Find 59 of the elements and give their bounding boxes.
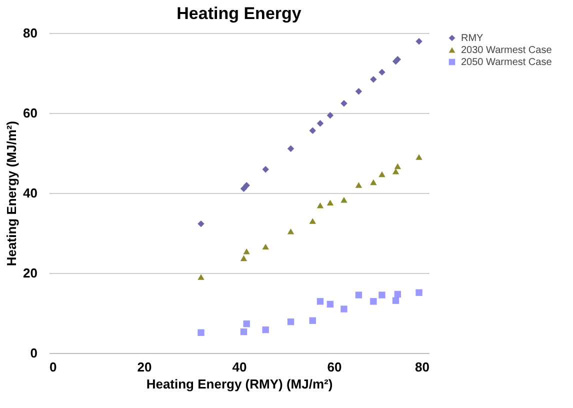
point xyxy=(198,329,204,336)
point xyxy=(316,120,324,127)
x-axis-title: Heating Energy (RMY) (MJ/m²) xyxy=(146,376,333,392)
point xyxy=(378,171,386,178)
x-tick-label: 0 xyxy=(50,360,57,374)
point xyxy=(416,289,422,296)
y-tick-label: 20 xyxy=(23,266,38,280)
y-tick-label: 40 xyxy=(23,186,38,200)
point xyxy=(394,163,402,170)
point xyxy=(262,166,269,173)
legend-label: RMY xyxy=(461,33,484,44)
point xyxy=(309,127,316,134)
point xyxy=(370,298,377,305)
legend-label: 2050 Warmest Case xyxy=(461,57,552,68)
point xyxy=(316,298,324,305)
x-tick-label: 60 xyxy=(327,360,342,374)
point xyxy=(316,202,324,208)
legend-label: 2030 Warmest Case xyxy=(461,45,552,56)
point xyxy=(240,185,248,192)
point xyxy=(340,196,348,203)
point xyxy=(326,200,334,206)
point xyxy=(262,326,269,334)
point xyxy=(340,100,348,107)
y-tick-label: 80 xyxy=(23,26,38,40)
point xyxy=(416,154,422,160)
point xyxy=(370,76,377,83)
point xyxy=(355,292,362,298)
y-tick-label: 0 xyxy=(30,346,38,360)
point xyxy=(392,297,400,304)
point xyxy=(309,317,316,324)
point xyxy=(309,218,316,224)
point xyxy=(287,228,294,234)
point xyxy=(326,112,334,119)
point xyxy=(198,220,204,228)
point xyxy=(340,306,348,312)
x-tick-label: 40 xyxy=(232,360,247,374)
point xyxy=(287,145,294,152)
point xyxy=(326,300,334,308)
point xyxy=(243,320,250,328)
point xyxy=(416,38,422,45)
point xyxy=(355,88,362,95)
point xyxy=(287,318,294,326)
y-tick-label: 60 xyxy=(23,106,38,120)
point xyxy=(378,292,386,298)
point xyxy=(240,255,248,262)
chart-title: Heating Energy xyxy=(176,4,302,23)
point xyxy=(378,68,386,76)
point xyxy=(355,182,362,188)
point xyxy=(243,248,250,254)
x-tick-label: 80 xyxy=(415,360,430,374)
y-axis-title: Heating Energy (MJ/m²) xyxy=(4,120,20,266)
x-tick-label: 20 xyxy=(137,360,152,374)
point xyxy=(262,244,269,250)
point xyxy=(394,290,402,298)
point xyxy=(392,168,400,174)
point xyxy=(370,179,377,186)
point xyxy=(240,328,248,336)
point xyxy=(198,274,204,280)
point xyxy=(243,182,250,189)
